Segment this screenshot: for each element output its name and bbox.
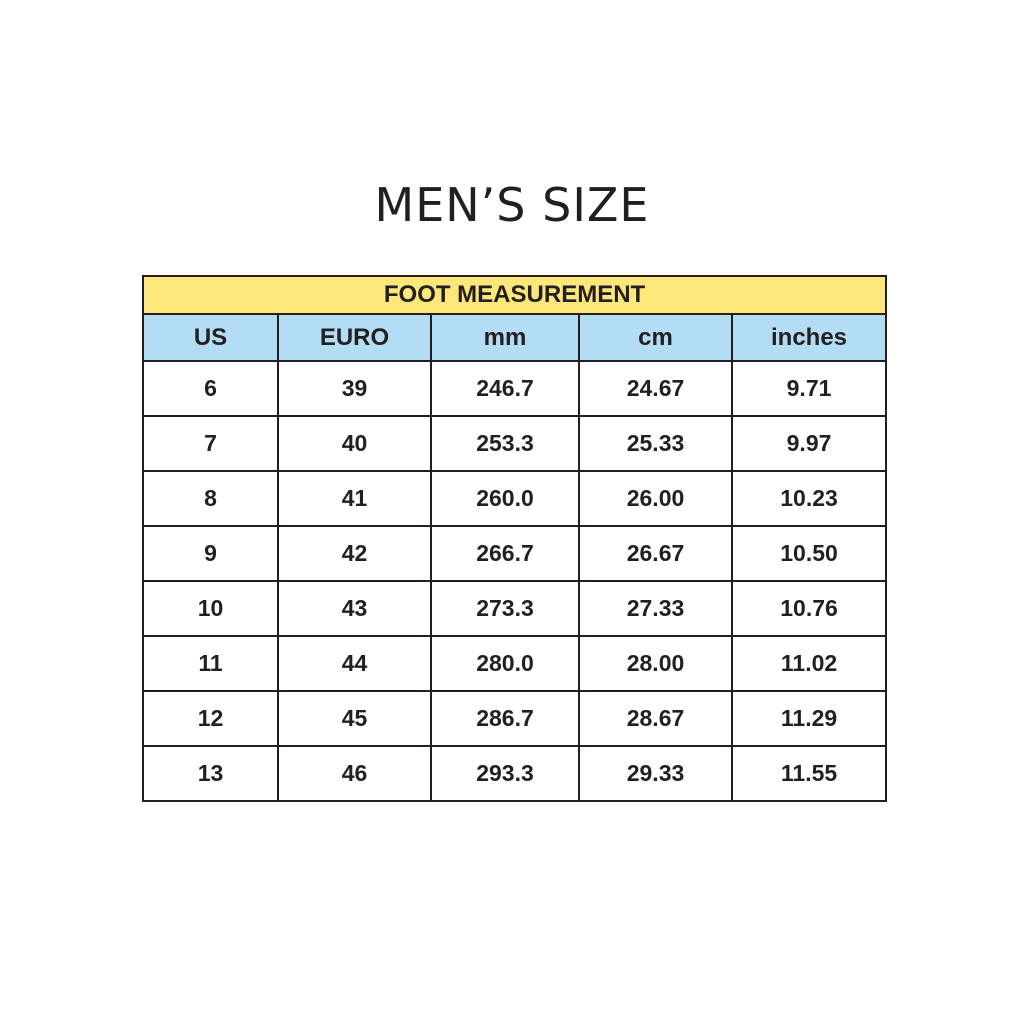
table-cell: 28.67 <box>578 690 733 747</box>
table-cell: 12 <box>142 690 279 747</box>
table-cell: 24.67 <box>578 360 733 417</box>
table-cell: 41 <box>277 470 432 527</box>
table-caption: FOOT MEASUREMENT <box>141 275 888 315</box>
table-cell: 9.97 <box>730 415 888 472</box>
table-cell: 6 <box>142 360 279 417</box>
table-cell: 45 <box>277 690 432 747</box>
table-row: 13 46 293.3 29.33 11.55 <box>142 745 888 802</box>
table-cell: 11.29 <box>730 690 888 747</box>
table-cell: 286.7 <box>430 690 580 747</box>
table-cell: 260.0 <box>430 470 580 527</box>
table-cell: 253.3 <box>430 415 580 472</box>
column-header: US <box>142 313 279 362</box>
table-cell: 42 <box>277 525 432 582</box>
table-cell: 10 <box>142 580 279 637</box>
table-cell: 10.23 <box>730 470 888 527</box>
table-row: 10 43 273.3 27.33 10.76 <box>142 580 888 637</box>
table-cell: 13 <box>142 745 279 802</box>
table-cell: 11 <box>142 635 279 692</box>
table-cell: 266.7 <box>430 525 580 582</box>
table-row: 12 45 286.7 28.67 11.29 <box>142 690 888 747</box>
table-cell: 280.0 <box>430 635 580 692</box>
table-cell: 43 <box>277 580 432 637</box>
table-cell: 29.33 <box>578 745 733 802</box>
table-cell: 26.67 <box>578 525 733 582</box>
table-row: 7 40 253.3 25.33 9.97 <box>142 415 888 472</box>
table-cell: 9 <box>142 525 279 582</box>
column-header: EURO <box>277 313 432 362</box>
table-cell: 246.7 <box>430 360 580 417</box>
table-row: 6 39 246.7 24.67 9.71 <box>142 360 888 417</box>
table-row: 8 41 260.0 26.00 10.23 <box>142 470 888 527</box>
size-chart-table: FOOT MEASUREMENT US EURO mm cm inches 6 39 246… <box>141 275 888 802</box>
table-cell: 25.33 <box>578 415 733 472</box>
table-cell: 9.71 <box>730 360 888 417</box>
table-cell: 26.00 <box>578 470 733 527</box>
table-cell: 44 <box>277 635 432 692</box>
table-cell: 27.33 <box>578 580 733 637</box>
table-cell: 40 <box>277 415 432 472</box>
table-row: 11 44 280.0 28.00 11.02 <box>142 635 888 692</box>
table-cell: 11.02 <box>730 635 888 692</box>
table-cell: 11.55 <box>730 745 888 802</box>
column-header: inches <box>730 313 888 362</box>
column-header: cm <box>578 313 733 362</box>
table-cell: 10.76 <box>730 580 888 637</box>
table-cell: 10.50 <box>730 525 888 582</box>
table-row: 9 42 266.7 26.67 10.50 <box>142 525 888 582</box>
page-title: MEN’S SIZE <box>374 178 650 232</box>
table-cell: 46 <box>277 745 432 802</box>
table-cell: 293.3 <box>430 745 580 802</box>
table-cell: 273.3 <box>430 580 580 637</box>
table-cell: 39 <box>277 360 432 417</box>
table-cell: 28.00 <box>578 635 733 692</box>
column-header: mm <box>430 313 580 362</box>
table-cell: 7 <box>142 415 279 472</box>
table-cell: 8 <box>142 470 279 527</box>
